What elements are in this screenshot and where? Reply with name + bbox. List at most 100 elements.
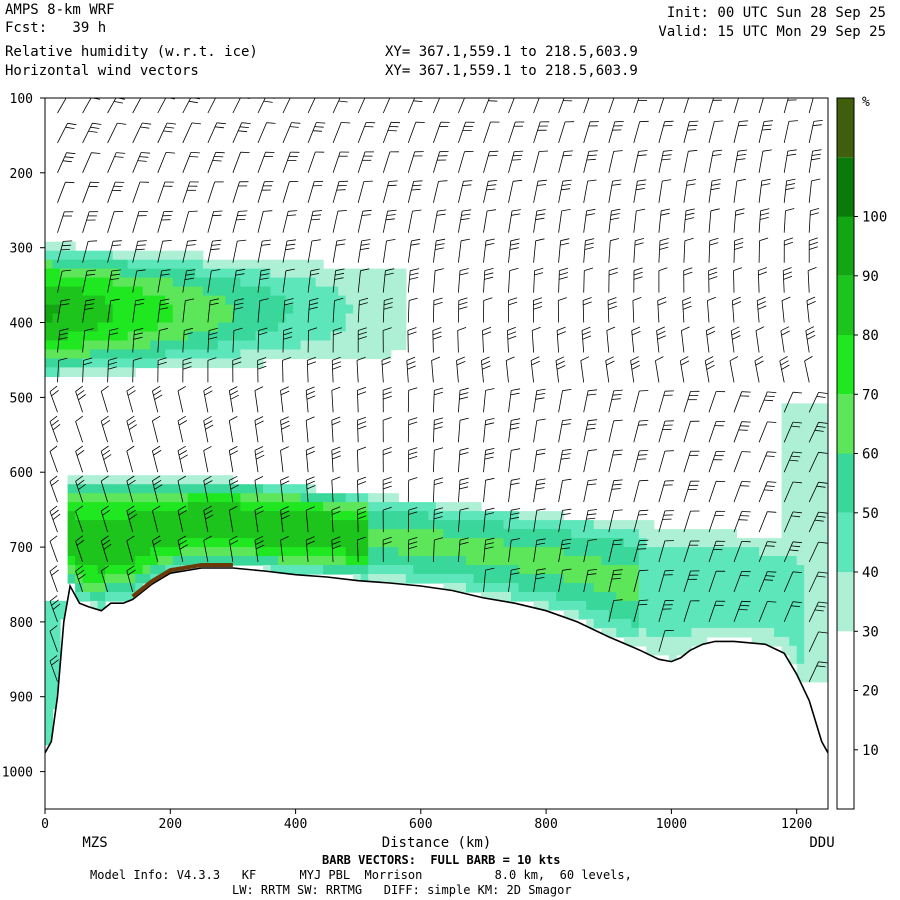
rh-cell xyxy=(653,592,662,602)
wind-barb xyxy=(483,418,495,443)
wind-barb xyxy=(232,327,243,353)
rh-cell xyxy=(789,475,798,485)
rh-cell xyxy=(668,556,677,566)
wind-barb xyxy=(433,417,444,443)
wind-barb xyxy=(633,208,646,233)
rh-cell xyxy=(52,250,61,261)
wind-barb xyxy=(382,98,400,114)
rh-cell xyxy=(240,322,249,333)
rh-cell xyxy=(473,547,482,557)
wind-barb xyxy=(581,326,592,353)
rh-cell xyxy=(826,672,828,683)
wind-barb xyxy=(254,446,265,473)
rh-cell xyxy=(150,304,159,315)
rh-cell xyxy=(789,556,798,566)
wind-barb xyxy=(681,326,690,353)
rh-cell xyxy=(285,520,294,530)
rh-cell xyxy=(323,277,332,288)
wind-barb xyxy=(632,297,642,323)
rh-cell xyxy=(661,636,670,647)
rh-cell xyxy=(789,636,798,647)
wind-barb xyxy=(558,538,572,563)
rh-cell xyxy=(766,538,775,548)
rh-cell xyxy=(330,304,339,315)
rh-cell xyxy=(195,277,204,288)
rh-cell xyxy=(90,295,99,306)
rh-cell xyxy=(360,277,369,288)
wind-barb xyxy=(257,181,274,203)
rh-cell xyxy=(796,547,805,557)
rh-cell xyxy=(135,520,144,530)
rh-cell xyxy=(293,565,302,575)
rh-cell xyxy=(195,250,204,261)
rh-cell xyxy=(255,520,264,530)
wind-barb xyxy=(177,415,188,443)
rh-cell xyxy=(67,349,76,360)
rh-cell xyxy=(90,565,99,575)
rh-cell xyxy=(217,331,226,342)
rh-cell xyxy=(308,304,317,315)
wind-barb xyxy=(483,477,495,503)
rh-cell xyxy=(308,259,317,270)
wind-barb xyxy=(458,180,473,203)
rh-cell xyxy=(443,538,452,548)
rh-cell xyxy=(804,520,813,530)
rh-cell xyxy=(518,520,527,530)
rh-cell xyxy=(481,592,490,602)
rh-cell xyxy=(120,547,129,557)
rh-cell xyxy=(180,295,189,306)
wind-barb xyxy=(783,451,802,473)
wind-barb xyxy=(783,178,796,203)
rh-cell xyxy=(683,565,692,575)
wind-barb xyxy=(758,571,777,593)
rh-cell xyxy=(45,250,54,261)
rh-cell xyxy=(774,618,783,629)
rh-cell xyxy=(420,556,429,566)
wind-barb xyxy=(683,570,700,593)
rh-cell xyxy=(796,609,805,620)
rh-cell xyxy=(308,268,317,279)
rh-cell xyxy=(736,592,745,602)
rh-cell xyxy=(75,475,84,485)
rh-cell xyxy=(811,672,820,683)
rh-cell xyxy=(601,609,610,620)
rh-cell xyxy=(210,277,219,288)
rh-cell xyxy=(714,547,723,557)
rh-cell xyxy=(533,556,542,566)
rh-cell xyxy=(202,358,211,369)
rh-cell xyxy=(691,600,700,611)
rh-cell xyxy=(368,493,377,503)
rh-cell xyxy=(97,322,106,333)
wind-barb xyxy=(458,417,469,443)
rh-cell xyxy=(82,340,91,351)
rh-cell xyxy=(345,511,354,521)
rh-cell xyxy=(67,331,76,342)
rh-cell xyxy=(300,349,309,360)
rh-cell xyxy=(375,538,384,548)
rh-cell xyxy=(240,511,249,521)
wind-barb xyxy=(177,505,188,533)
x-tick-label: 1000 xyxy=(656,817,687,832)
rh-cell xyxy=(323,349,332,360)
wind-barb xyxy=(683,267,693,293)
rh-cell xyxy=(278,259,287,270)
wind-barb xyxy=(483,209,497,233)
rh-cell xyxy=(120,259,129,270)
wind-barb xyxy=(75,385,86,413)
rh-cell xyxy=(45,609,54,620)
rh-cell xyxy=(458,547,467,557)
rh-cell xyxy=(187,529,196,539)
wind-barb xyxy=(107,122,127,144)
rh-cell xyxy=(488,547,497,557)
rh-cell xyxy=(714,627,723,638)
rh-cell xyxy=(691,574,700,584)
wind-barb xyxy=(658,238,669,263)
rh-cell xyxy=(496,529,505,539)
wind-barb xyxy=(307,210,323,233)
rh-cell xyxy=(338,502,347,512)
wind-barb xyxy=(433,537,444,563)
wind-barb xyxy=(731,296,742,323)
rh-cell xyxy=(541,565,550,575)
rh-cell xyxy=(405,556,414,566)
rh-cell xyxy=(819,484,828,494)
